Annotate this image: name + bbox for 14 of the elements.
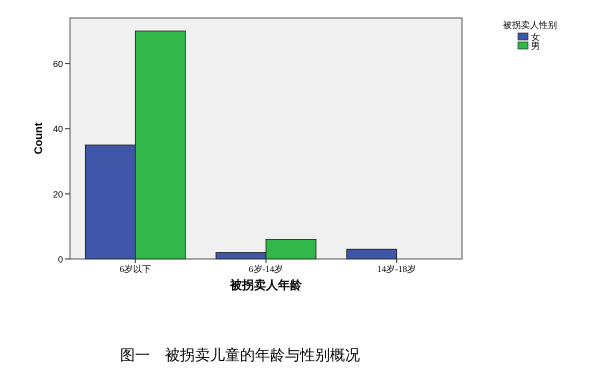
x-tick-label: 6岁以下 — [120, 264, 152, 274]
legend-label: 男 — [531, 41, 540, 51]
y-tick-label: 0 — [58, 254, 63, 264]
text: 图一 被拐卖儿童的年龄与性别概况 — [120, 347, 360, 364]
x-tick-label: 6岁-14岁 — [248, 264, 284, 274]
y-tick-label: 20 — [52, 189, 63, 200]
y-axis-title: Count — [33, 122, 45, 154]
legend-title: 被拐卖人性别 — [503, 20, 557, 30]
y-tick-label: 60 — [52, 59, 63, 70]
bar — [346, 248, 398, 260]
x-tick-label: 14岁-18岁 — [377, 264, 416, 274]
x-axis-title: 被拐卖人年龄 — [229, 278, 303, 292]
y-tick-label: 40 — [52, 124, 63, 134]
legend-label: 女 — [531, 32, 540, 42]
